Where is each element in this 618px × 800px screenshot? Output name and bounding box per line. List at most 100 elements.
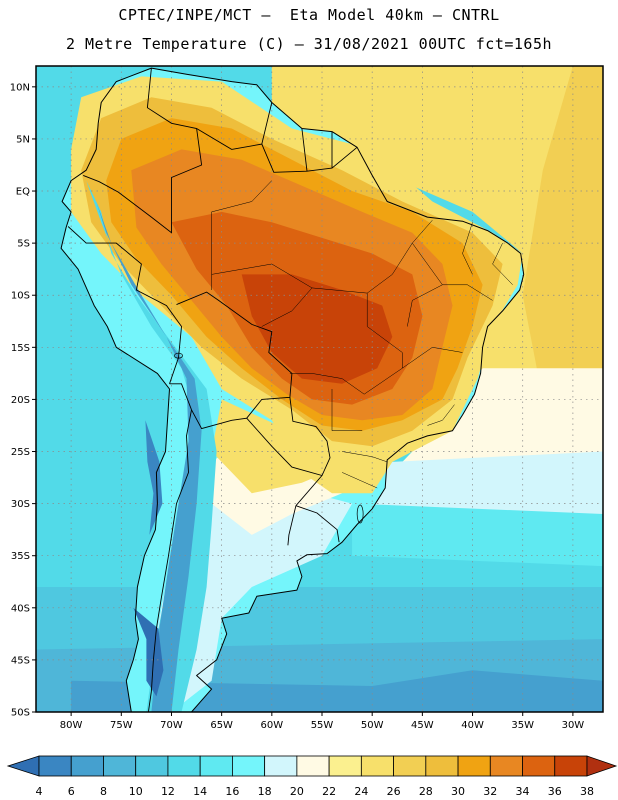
lon-tick-label: 80W [60,720,83,731]
country-border [287,505,297,546]
country-border [295,505,340,543]
colorbar-swatch [522,755,556,777]
lat-tick-label: 10S [11,291,30,302]
state-border [364,347,463,395]
colorbar-label: 32 [483,785,497,798]
political-boundaries [60,67,525,712]
state-border [407,284,443,327]
latitude-axis: 10N 5N EQ 5S 10S 15S 20S 25S 30S 35S 40S 45S 50S [10,82,36,719]
lake-outline [174,352,183,359]
state-border [366,293,403,369]
colorbar-swatch [38,755,72,777]
colorbar-swatch [70,755,104,777]
colorbar-label: 4 [36,785,43,798]
colorbar-label: 22 [322,785,336,798]
lon-tick-label: 65W [210,720,233,731]
colorbar-label: 16 [225,785,239,798]
state-border [289,373,365,395]
state-border [211,180,272,290]
lat-tick-label: 10N [10,82,30,93]
lon-tick-label: 35W [511,720,534,731]
lat-tick-label: 35S [11,551,30,562]
country-border [67,226,182,384]
lat-tick-label: 50S [11,708,30,719]
lat-tick-label: 40S [11,603,30,614]
map-title-line-1: CPTEC/INPE/MCT – Eta Model 40km – CNTRL [118,6,500,24]
map-plot-area [36,66,603,712]
state-border [271,263,393,294]
ocean-warm-band-24 [271,66,603,462]
map-frame [35,65,604,713]
colorbar-label: 6 [68,785,75,798]
country-border [246,397,331,477]
state-border [342,451,388,463]
temperature-colorbar: 4 6 8 10 12 14 16 18 20 22 24 26 28 30 32 34 36 38 [6,755,618,798]
colorbar-swatch [489,755,523,777]
lon-tick-label: 55W [311,720,334,731]
colorbar-swatch [103,755,137,777]
colorbar-max-arrow [586,755,618,777]
lat-tick-label: 30S [11,499,30,510]
state-border [462,222,473,275]
temperature-field-layers [36,66,603,712]
lagoon-outline [356,504,364,524]
andes-cold-pocket [145,420,163,535]
colorbar-label: 28 [419,785,433,798]
colorbar-swatch [264,755,298,777]
colorbar-label: 10 [129,785,143,798]
state-border [341,472,378,489]
graticule-grid [36,66,603,712]
state-border [412,242,493,301]
coastline [60,67,525,712]
state-border [261,287,313,327]
colorbar-label: 20 [290,785,304,798]
lon-tick-label: 60W [261,720,284,731]
lon-tick-label: 45W [411,720,434,731]
colorbar-swatch [457,755,491,777]
colorbar-swatch [296,755,330,777]
colorbar-swatch [135,755,169,777]
country-border [196,102,273,150]
colorbar-swatch [199,755,233,777]
colorbar-min-arrow [6,755,40,777]
colorbar-label: 18 [258,785,272,798]
lon-tick-label: 40W [461,720,484,731]
lon-tick-label: 75W [110,720,133,731]
colorbar-swatch [554,755,588,777]
colorbar-label: 14 [193,785,207,798]
colorbar-swatch [167,755,201,777]
ocean-cold-band-8 [71,670,603,712]
lat-tick-label: 25S [11,447,30,458]
country-border [301,128,308,172]
state-border [427,404,455,426]
colorbar-label: 12 [161,785,175,798]
lon-tick-label: 30W [562,720,585,731]
colorbar-swatch [360,755,394,777]
lat-tick-label: 5S [17,239,30,250]
state-border [211,263,272,275]
lat-tick-label: 45S [11,655,30,666]
colorbar-label: 24 [354,785,368,798]
lat-tick-label: EQ [16,187,30,198]
andes-very-cold-strip [96,201,202,712]
colorbar-swatch [232,755,266,777]
contour-38c [241,274,393,384]
lat-tick-label: 20S [11,395,30,406]
lat-tick-label: 15S [11,343,30,354]
colorbar-label: 26 [387,785,401,798]
colorbar-label: 30 [451,785,465,798]
ocean-warm-band-26 [522,66,603,421]
state-border [331,389,363,431]
ocean-band-14 [352,503,603,567]
lon-tick-label: 50W [361,720,384,731]
longitude-axis: 80W 75W 70W 65W 60W 55W 50W 45W 40W 35W 30W [60,712,584,731]
country-border [295,475,323,506]
country-border [83,68,203,234]
colorbar-swatch [425,755,459,777]
colorbar-swatch [328,755,362,777]
lat-tick-label: 5N [16,134,30,145]
country-border [147,409,192,712]
state-border [492,242,513,285]
colorbar-label: 8 [100,785,107,798]
